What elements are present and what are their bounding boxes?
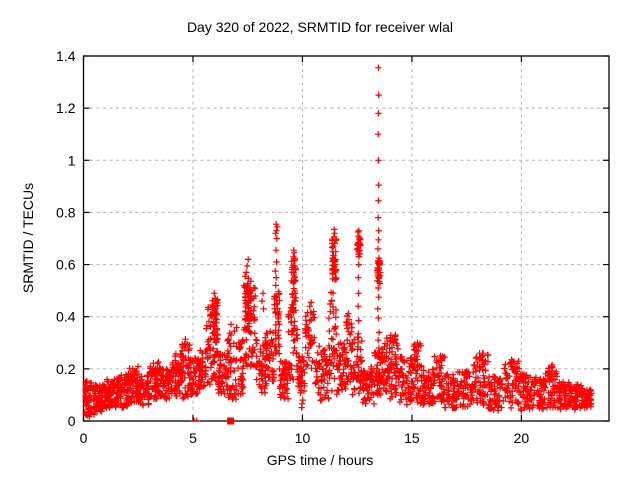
y-tick-label: 0.2 bbox=[56, 361, 76, 377]
y-tick-label: 0.8 bbox=[56, 204, 76, 220]
chart-title: Day 320 of 2022, SRMTID for receiver wla… bbox=[186, 19, 454, 35]
square-marker bbox=[227, 417, 235, 425]
x-tick-label: 20 bbox=[514, 430, 530, 446]
y-tick-label: 0 bbox=[68, 413, 76, 429]
y-tick-label: 1.4 bbox=[56, 48, 76, 64]
y-tick-label: 0.6 bbox=[56, 257, 76, 273]
x-axis-label: GPS time / hours bbox=[266, 452, 374, 468]
x-tick-label: 15 bbox=[404, 430, 420, 446]
y-tick-label: 1 bbox=[68, 152, 76, 168]
x-tick-label: 10 bbox=[295, 430, 311, 446]
scatter-points bbox=[82, 64, 595, 422]
x-tick-label: 0 bbox=[80, 430, 88, 446]
y-tick-label: 0.4 bbox=[56, 309, 76, 325]
plot-border bbox=[82, 55, 610, 422]
y-tick-label: 1.2 bbox=[56, 100, 76, 116]
x-tick-label: 5 bbox=[189, 430, 197, 446]
